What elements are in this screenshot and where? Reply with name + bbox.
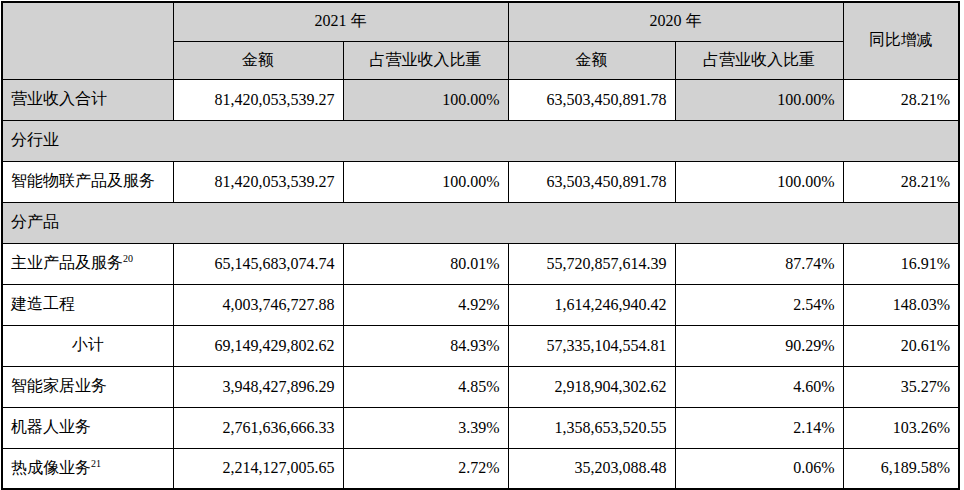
row-subtotal-amount-2020: 57,335,104,554.81: [508, 325, 675, 366]
table-row-construction: 建造工程 4,003,746,727.88 4.92% 1,614,246,94…: [2, 284, 959, 325]
row-main-products-ratio-2020: 87.74%: [675, 243, 843, 284]
table-row-robotics: 机器人业务 2,761,636,666.33 3.39% 1,358,653,5…: [2, 407, 959, 448]
row-smart-home-ratio-2020: 4.60%: [675, 366, 843, 407]
row-thermal-yoy: 6,189.58%: [843, 448, 959, 489]
table-row-aiot-products: 智能物联产品及服务 81,420,053,539.27 100.00% 63,5…: [2, 161, 959, 202]
header-ratio-2021: 占营业收入比重: [343, 41, 508, 79]
header-year-2020: 2020 年: [508, 2, 843, 41]
row-construction-amount-2020: 1,614,246,940.42: [508, 284, 675, 325]
header-corner-cell: [2, 2, 173, 79]
row-smart-home-ratio-2021: 4.85%: [343, 366, 508, 407]
section-row-by-product: 分产品: [2, 202, 959, 243]
row-subtotal-ratio-2020: 90.29%: [675, 325, 843, 366]
row-main-products-ratio-2021: 80.01%: [343, 243, 508, 284]
table-row-main-products: 主业产品及服务20 65,145,683,074.74 80.01% 55,72…: [2, 243, 959, 284]
row-construction-ratio-2021: 4.92%: [343, 284, 508, 325]
row-smart-home-label: 智能家居业务: [2, 366, 173, 407]
row-thermal-footnote: 21: [91, 457, 101, 468]
row-construction-ratio-2020: 2.54%: [675, 284, 843, 325]
row-subtotal-ratio-2021: 84.93%: [343, 325, 508, 366]
row-construction-yoy: 148.03%: [843, 284, 959, 325]
header-year-2021: 2021 年: [173, 2, 508, 41]
header-amount-2020: 金额: [508, 41, 675, 79]
row-robotics-amount-2021: 2,761,636,666.33: [173, 407, 343, 448]
table-row-total-revenue: 营业收入合计 81,420,053,539.27 100.00% 63,503,…: [2, 79, 959, 120]
row-thermal-amount-2020: 35,203,088.48: [508, 448, 675, 489]
row-thermal-label-text: 热成像业务: [11, 459, 91, 476]
row-subtotal-yoy: 20.61%: [843, 325, 959, 366]
row-smart-home-yoy: 35.27%: [843, 366, 959, 407]
table-row-subtotal: 小计 69,149,429,802.62 84.93% 57,335,104,5…: [2, 325, 959, 366]
row-total-amount-2020: 63,503,450,891.78: [508, 79, 675, 120]
header-row-years: 2021 年 2020 年 同比增减: [2, 2, 959, 41]
row-total-yoy: 28.21%: [843, 79, 959, 120]
row-smart-home-amount-2020: 2,918,904,302.62: [508, 366, 675, 407]
row-main-products-yoy: 16.91%: [843, 243, 959, 284]
row-main-products-amount-2021: 65,145,683,074.74: [173, 243, 343, 284]
revenue-composition-table: 2021 年 2020 年 同比增减 金额 占营业收入比重 金额 占营业收入比重…: [1, 1, 960, 490]
row-aiot-amount-2020: 63,503,450,891.78: [508, 161, 675, 202]
row-construction-label: 建造工程: [2, 284, 173, 325]
row-robotics-label: 机器人业务: [2, 407, 173, 448]
table-row-smart-home: 智能家居业务 3,948,427,896.29 4.85% 2,918,904,…: [2, 366, 959, 407]
row-main-products-footnote: 20: [123, 253, 133, 264]
row-main-products-label: 主业产品及服务20: [2, 243, 173, 284]
header-ratio-2020: 占营业收入比重: [675, 41, 843, 79]
row-aiot-yoy: 28.21%: [843, 161, 959, 202]
section-row-by-industry: 分行业: [2, 120, 959, 161]
row-aiot-label: 智能物联产品及服务: [2, 161, 173, 202]
row-aiot-ratio-2020: 100.00%: [675, 161, 843, 202]
row-aiot-ratio-2021: 100.00%: [343, 161, 508, 202]
row-total-amount-2021: 81,420,053,539.27: [173, 79, 343, 120]
row-robotics-ratio-2020: 2.14%: [675, 407, 843, 448]
row-aiot-amount-2021: 81,420,053,539.27: [173, 161, 343, 202]
row-thermal-ratio-2021: 2.72%: [343, 448, 508, 489]
row-subtotal-label: 小计: [2, 325, 173, 366]
row-thermal-ratio-2020: 0.06%: [675, 448, 843, 489]
row-robotics-amount-2020: 1,358,653,520.55: [508, 407, 675, 448]
section-by-industry-label: 分行业: [2, 120, 959, 161]
row-smart-home-amount-2021: 3,948,427,896.29: [173, 366, 343, 407]
row-total-ratio-2021: 100.00%: [343, 79, 508, 120]
header-yoy-change: 同比增减: [843, 2, 959, 79]
row-subtotal-amount-2021: 69,149,429,802.62: [173, 325, 343, 366]
row-total-ratio-2020: 100.00%: [675, 79, 843, 120]
row-thermal-amount-2021: 2,214,127,005.65: [173, 448, 343, 489]
section-by-product-label: 分产品: [2, 202, 959, 243]
row-main-products-amount-2020: 55,720,857,614.39: [508, 243, 675, 284]
row-main-products-label-text: 主业产品及服务: [11, 254, 123, 271]
table-row-thermal-imaging: 热成像业务21 2,214,127,005.65 2.72% 35,203,08…: [2, 448, 959, 489]
header-amount-2021: 金额: [173, 41, 343, 79]
row-robotics-yoy: 103.26%: [843, 407, 959, 448]
row-robotics-ratio-2021: 3.39%: [343, 407, 508, 448]
row-total-label: 营业收入合计: [2, 79, 173, 120]
row-construction-amount-2021: 4,003,746,727.88: [173, 284, 343, 325]
row-thermal-label: 热成像业务21: [2, 448, 173, 489]
